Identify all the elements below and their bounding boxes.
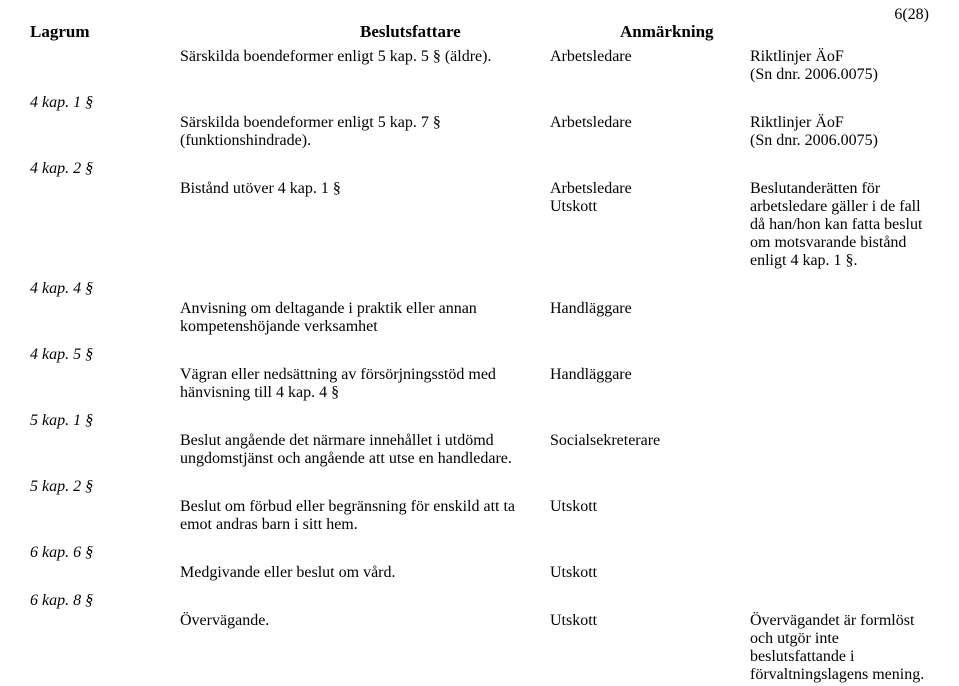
anmarkning-cell: Riktlinjer ÄoF (Sn dnr. 2006.0075) <box>750 48 929 84</box>
text-cell: Medgivande eller beslut om vård. <box>180 564 550 582</box>
empty-cell <box>180 160 550 178</box>
lagrum-indent-cell <box>30 366 180 402</box>
table-row: Bistånd utöver 4 kap. 1 §Arbetsledare Ut… <box>30 180 929 270</box>
empty-cell <box>750 478 929 496</box>
lagrum-indent-cell <box>30 114 180 150</box>
lagrum-indent-cell <box>30 498 180 534</box>
beslutsfattare-cell: Utskott <box>550 564 750 582</box>
lagrum-cell: 4 kap. 1 § <box>30 94 180 112</box>
empty-cell <box>550 94 750 112</box>
empty-cell <box>180 592 550 610</box>
text-cell: Vägran eller nedsättning av försörjnings… <box>180 366 550 402</box>
anmarkning-cell <box>750 564 929 582</box>
table-row: Anvisning om deltagande i praktik eller … <box>30 300 929 336</box>
anmarkning-cell <box>750 498 929 534</box>
lagrum-cell: 6 kap. 8 § <box>30 592 180 610</box>
empty-cell <box>550 544 750 562</box>
table-row: Medgivande eller beslut om vård.Utskott <box>30 564 929 582</box>
table-body: Särskilda boendeformer enligt 5 kap. 5 §… <box>30 48 929 684</box>
table-header: Lagrum Beslutsfattare Anmärkning <box>30 22 929 42</box>
empty-cell <box>550 346 750 364</box>
anmarkning-cell <box>750 300 929 336</box>
empty-cell <box>550 412 750 430</box>
anmarkning-cell: Övervägandet är formlöst och utgör inte … <box>750 612 929 684</box>
empty-cell <box>180 544 550 562</box>
text-cell: Beslut angående det närmare innehållet i… <box>180 432 550 468</box>
empty-cell <box>750 94 929 112</box>
table-row: Särskilda boendeformer enligt 5 kap. 7 §… <box>30 114 929 150</box>
empty-cell <box>180 346 550 364</box>
lagrum-cell: 4 kap. 4 § <box>30 280 180 298</box>
empty-cell <box>180 478 550 496</box>
empty-cell <box>180 280 550 298</box>
text-cell: Övervägande. <box>180 612 550 684</box>
table-row: Beslut angående det närmare innehållet i… <box>30 432 929 468</box>
empty-cell <box>750 544 929 562</box>
empty-cell <box>550 280 750 298</box>
empty-cell <box>180 94 550 112</box>
text-cell: Särskilda boendeformer enligt 5 kap. 5 §… <box>180 48 550 84</box>
anmarkning-cell <box>750 432 929 468</box>
beslutsfattare-cell: Utskott <box>550 498 750 534</box>
table-row: Beslut om förbud eller begränsning för e… <box>30 498 929 534</box>
lagrum-cell: 6 kap. 6 § <box>30 544 180 562</box>
beslutsfattare-cell: Handläggare <box>550 366 750 402</box>
table-row-lagrum: 4 kap. 4 § <box>30 280 929 298</box>
header-beslutsfattare: Beslutsfattare <box>360 22 620 42</box>
table-row-lagrum: 5 kap. 1 § <box>30 412 929 430</box>
anmarkning-cell: Beslutanderätten för arbetsledare gäller… <box>750 180 929 270</box>
header-lagrum: Lagrum <box>30 22 360 42</box>
text-cell: Anvisning om deltagande i praktik eller … <box>180 300 550 336</box>
empty-cell <box>550 592 750 610</box>
beslutsfattare-cell: Handläggare <box>550 300 750 336</box>
table-row: Särskilda boendeformer enligt 5 kap. 5 §… <box>30 48 929 84</box>
text-cell: Bistånd utöver 4 kap. 1 § <box>180 180 550 270</box>
lagrum-indent-cell <box>30 612 180 684</box>
anmarkning-cell: Riktlinjer ÄoF (Sn dnr. 2006.0075) <box>750 114 929 150</box>
lagrum-indent-cell <box>30 48 180 84</box>
table-row: Vägran eller nedsättning av försörjnings… <box>30 366 929 402</box>
table-row-lagrum: 6 kap. 8 § <box>30 592 929 610</box>
lagrum-cell: 5 kap. 2 § <box>30 478 180 496</box>
empty-cell <box>550 160 750 178</box>
table-row-lagrum: 6 kap. 6 § <box>30 544 929 562</box>
text-cell: Särskilda boendeformer enligt 5 kap. 7 §… <box>180 114 550 150</box>
lagrum-cell: 4 kap. 2 § <box>30 160 180 178</box>
text-cell: Beslut om förbud eller begränsning för e… <box>180 498 550 534</box>
lagrum-cell: 4 kap. 5 § <box>30 346 180 364</box>
lagrum-cell: 5 kap. 1 § <box>30 412 180 430</box>
empty-cell <box>550 478 750 496</box>
empty-cell <box>750 592 929 610</box>
lagrum-indent-cell <box>30 300 180 336</box>
table-row: Övervägande.UtskottÖvervägandet är forml… <box>30 612 929 684</box>
empty-cell <box>750 346 929 364</box>
page: 6(28) Lagrum Beslutsfattare Anmärkning S… <box>0 0 959 686</box>
page-number: 6(28) <box>894 6 929 24</box>
empty-cell <box>180 412 550 430</box>
lagrum-indent-cell <box>30 564 180 582</box>
header-anmarkning: Anmärkning <box>620 22 929 42</box>
empty-cell <box>750 160 929 178</box>
beslutsfattare-cell: Arbetsledare <box>550 48 750 84</box>
lagrum-indent-cell <box>30 432 180 468</box>
beslutsfattare-cell: Arbetsledare <box>550 114 750 150</box>
table-row-lagrum: 5 kap. 2 § <box>30 478 929 496</box>
table-row-lagrum: 4 kap. 2 § <box>30 160 929 178</box>
empty-cell <box>750 280 929 298</box>
lagrum-indent-cell <box>30 180 180 270</box>
beslutsfattare-cell: Arbetsledare Utskott <box>550 180 750 270</box>
beslutsfattare-cell: Socialsekreterare <box>550 432 750 468</box>
beslutsfattare-cell: Utskott <box>550 612 750 684</box>
table-row-lagrum: 4 kap. 1 § <box>30 94 929 112</box>
table-row-lagrum: 4 kap. 5 § <box>30 346 929 364</box>
anmarkning-cell <box>750 366 929 402</box>
empty-cell <box>750 412 929 430</box>
